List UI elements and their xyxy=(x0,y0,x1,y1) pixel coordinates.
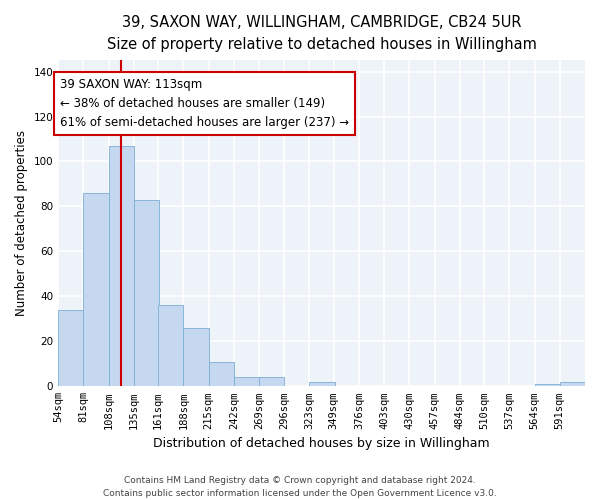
Bar xyxy=(83,193,109,386)
Bar xyxy=(234,378,259,386)
Bar xyxy=(259,378,284,386)
Bar xyxy=(58,310,83,386)
Y-axis label: Number of detached properties: Number of detached properties xyxy=(15,130,28,316)
Bar xyxy=(209,362,234,386)
Bar xyxy=(535,384,560,386)
Bar xyxy=(134,200,159,386)
Bar xyxy=(310,382,335,386)
Bar xyxy=(109,146,134,386)
Bar xyxy=(184,328,209,386)
Bar xyxy=(560,382,585,386)
Text: Contains HM Land Registry data © Crown copyright and database right 2024.
Contai: Contains HM Land Registry data © Crown c… xyxy=(103,476,497,498)
Title: 39, SAXON WAY, WILLINGHAM, CAMBRIDGE, CB24 5UR
Size of property relative to deta: 39, SAXON WAY, WILLINGHAM, CAMBRIDGE, CB… xyxy=(107,15,536,52)
Text: 39 SAXON WAY: 113sqm
← 38% of detached houses are smaller (149)
61% of semi-deta: 39 SAXON WAY: 113sqm ← 38% of detached h… xyxy=(60,78,349,130)
Bar xyxy=(158,306,184,386)
X-axis label: Distribution of detached houses by size in Willingham: Distribution of detached houses by size … xyxy=(153,437,490,450)
